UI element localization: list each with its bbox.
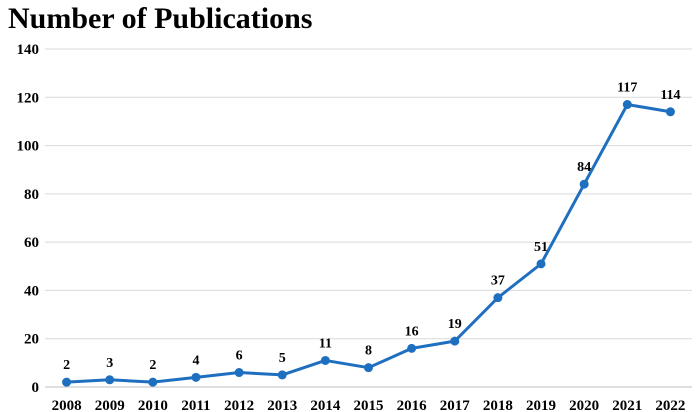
y-axis-ticks: 0 20 40 60 80 100 120 140 — [17, 42, 40, 396]
data-point — [450, 336, 460, 346]
y-tick-label: 140 — [17, 42, 40, 58]
gridlines — [45, 48, 692, 388]
x-tick-label: 2022 — [655, 398, 685, 412]
data-label: 117 — [617, 81, 637, 96]
x-tick-label: 2021 — [612, 398, 642, 412]
y-tick-label: 20 — [24, 332, 39, 348]
data-label: 11 — [319, 336, 332, 351]
y-tick-label: 40 — [24, 283, 39, 299]
chart-title: Number of Publications — [8, 2, 313, 35]
x-tick-label: 2020 — [569, 398, 599, 412]
y-tick-label: 120 — [17, 90, 40, 106]
data-point — [407, 343, 417, 353]
data-point — [191, 372, 201, 382]
data-label: 2 — [149, 358, 156, 373]
data-label: 16 — [405, 324, 419, 339]
data-point — [665, 107, 675, 117]
x-tick-label: 2013 — [267, 398, 297, 412]
data-label: 19 — [448, 317, 462, 332]
data-point — [579, 179, 589, 189]
x-tick-label: 2012 — [224, 398, 254, 412]
series-line — [65, 103, 672, 384]
x-tick-label: 2017 — [440, 398, 471, 412]
x-tick-label: 2018 — [483, 398, 513, 412]
data-label: 114 — [660, 88, 680, 103]
x-tick-label: 2016 — [397, 398, 428, 412]
series-line-group — [62, 100, 675, 387]
x-tick-label: 2015 — [354, 398, 384, 412]
x-tick-label: 2008 — [52, 398, 82, 412]
data-label: 4 — [192, 353, 199, 368]
x-tick-label: 2019 — [526, 398, 556, 412]
data-point — [493, 293, 503, 303]
data-point — [364, 363, 373, 373]
y-tick-label: 0 — [32, 380, 40, 396]
data-label: 37 — [491, 274, 505, 289]
x-tick-label: 2014 — [310, 398, 341, 412]
x-tick-label: 2011 — [181, 398, 210, 412]
data-label: 5 — [279, 351, 286, 366]
data-labels: 2 3 2 4 6 5 11 8 16 19 37 51 84 117 114 — [63, 81, 680, 374]
data-label: 51 — [534, 240, 548, 255]
data-label: 8 — [365, 344, 372, 359]
data-point — [62, 377, 72, 387]
x-axis-ticks: 2008 2009 2010 2011 2012 2013 2014 2015 2016 2017… — [52, 398, 686, 412]
data-point — [148, 377, 158, 387]
data-label: 84 — [577, 160, 591, 175]
x-tick-label: 2010 — [138, 398, 168, 412]
data-label: 2 — [63, 358, 70, 373]
data-point — [536, 259, 546, 269]
y-tick-label: 60 — [24, 235, 39, 251]
data-point — [320, 355, 330, 365]
y-tick-label: 100 — [17, 139, 40, 155]
data-point — [622, 100, 632, 110]
data-point — [105, 375, 115, 385]
y-tick-label: 80 — [24, 187, 39, 203]
data-point — [277, 370, 287, 380]
data-label: 6 — [236, 349, 243, 364]
data-label: 3 — [106, 356, 113, 371]
x-tick-label: 2009 — [95, 398, 125, 412]
data-point — [234, 368, 244, 378]
